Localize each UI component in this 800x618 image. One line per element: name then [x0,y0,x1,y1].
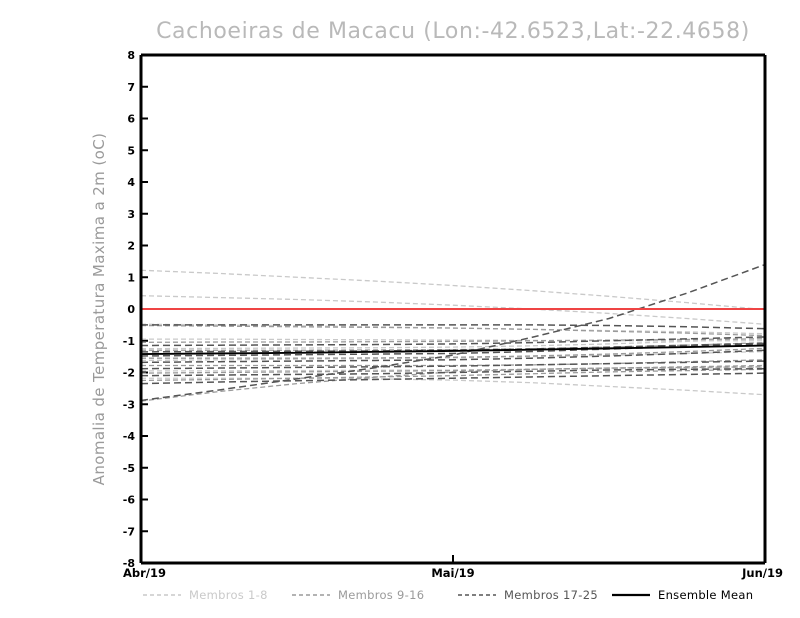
member-line [141,347,766,359]
member-line [141,324,766,330]
y-tick-label: -1 [123,335,135,348]
y-tick-label: -6 [123,494,136,507]
legend-label: Membros 9-16 [338,588,424,602]
member-line [140,349,766,364]
legend-label: Membros 1-8 [189,588,268,602]
y-tick-label: 0 [127,303,135,316]
y-tick-label: 2 [127,240,135,253]
legend-label: Membros 17-25 [504,588,598,602]
member-line [140,336,766,347]
y-tick-label: -8 [123,557,135,570]
member-line [140,263,766,402]
legend-label: Ensemble Mean [658,588,753,602]
y-axis-title: Anomalia de Temperatura Maxima a 2m (oC) [90,133,108,486]
chart-legend: Membros 1-8 Membros 9-16 Membros 17-25 Ense… [143,588,753,602]
member-line [140,337,766,350]
member-line [140,269,766,311]
plot-axes [139,53,767,565]
x-axis-ticks: Abr/19 Mai/19 Jun/19 [123,555,783,580]
y-tick-label: -3 [123,398,135,411]
y-tick-label: -4 [123,430,136,443]
member-line [140,324,766,337]
ensemble-mean-line [140,344,766,356]
y-tick-label: 3 [127,208,135,221]
y-tick-label: -7 [123,525,135,538]
member-line [140,368,766,382]
chart-title: Cachoeiras de Macacu (Lon:-42.6523,Lat:-… [156,19,750,44]
data-series-group [140,263,766,402]
y-tick-label: -5 [123,462,135,475]
member-line [140,295,766,325]
y-tick-label: 6 [127,113,135,126]
x-tick-label: Jun/19 [741,566,783,580]
member-line [141,377,766,396]
member-line [141,338,765,342]
member-line [140,367,766,377]
y-tick-label: 5 [127,144,135,157]
x-tick-label: Abr/19 [123,566,166,580]
y-tick-label: -2 [123,367,135,380]
y-tick-label: 7 [127,81,135,94]
x-tick-label: Mai/19 [431,566,474,580]
y-tick-label: 4 [127,176,135,189]
y-tick-label: 1 [127,271,135,284]
y-tick-label: 8 [127,49,135,62]
member-line [140,360,766,370]
member-line [140,372,766,385]
